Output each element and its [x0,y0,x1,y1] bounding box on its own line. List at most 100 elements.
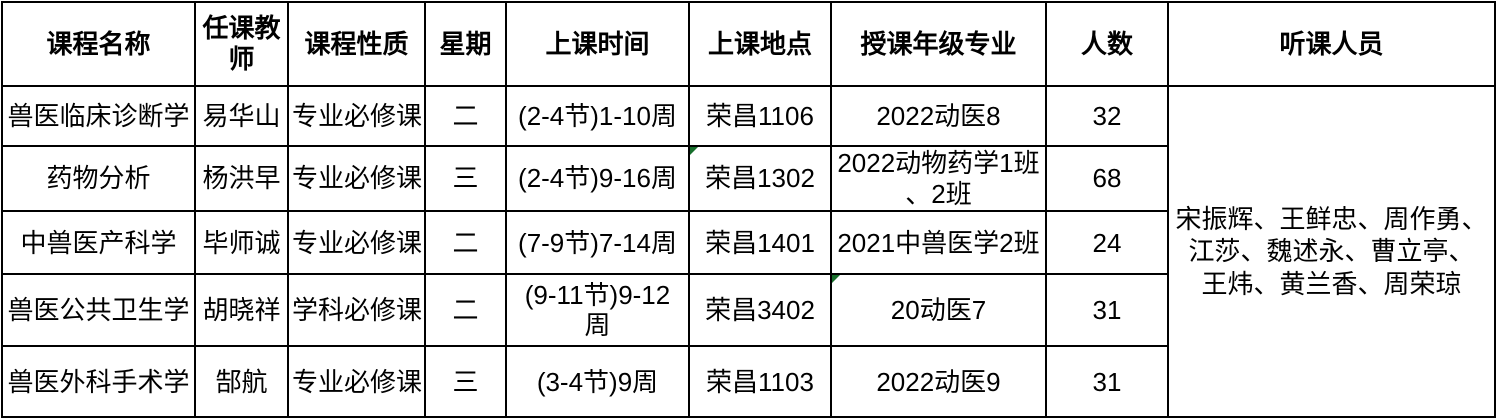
student-count-text: 32 [1092,100,1122,131]
course-name-text: 兽医临床诊断学 [7,100,190,131]
cell-class-location: 荣昌1106 [688,85,832,147]
class-time-text: (9-11节)9-12周 [524,279,671,341]
cell-error-indicator-icon [833,276,840,284]
table-row: 中兽医产科学 毕师诚 专业必修课 二 (7-9节)7-14周 荣昌1401 20… [1,210,1495,276]
course-nature-text: 专业必修课 [292,163,423,194]
student-count-text: 24 [1092,227,1122,258]
table-row: 兽医公共卫生学 胡晓祥 学科必修课 二 (9-11节)9-12周 荣昌3402 … [1,273,1495,348]
weekday-text: 二 [452,295,479,325]
cell-class-time: (9-11节)9-12周 [505,273,690,348]
cell-weekday: 二 [424,273,507,348]
header-student-count: 人数 [1045,1,1169,87]
cell-course-name: 兽医外科手术学 [1,345,196,418]
cell-error-indicator-icon [691,148,698,155]
header-class-location: 上课地点 [688,1,832,87]
course-nature-text: 专业必修课 [292,227,423,258]
course-name-text: 兽医外科手术学 [7,366,190,397]
class-location-text: 荣昌1103 [706,366,814,397]
header-teacher: 任课教师 [194,1,289,87]
weekday-text: 三 [452,366,479,397]
class-location-text: 荣昌1401 [705,227,815,258]
cell-weekday: 三 [424,144,507,213]
class-location-text: 荣昌3402 [705,295,815,325]
cell-teacher: 毕师诚 [194,210,289,276]
cell-course-name: 中兽医产科学 [1,210,196,276]
grade-major-text: 2022动医9 [876,366,1001,397]
grade-major-text: 2022动物药学1班、2班 [837,148,1040,209]
observers-line: 宋振辉、王鲜忠、周作勇、 [1175,203,1488,234]
student-count-text: 31 [1092,366,1122,397]
header-class-time: 上课时间 [505,1,690,87]
course-nature-text: 学科必修课 [292,295,423,325]
cell-grade-major: 2022动医8 [830,85,1047,147]
class-time-text: (7-9节)7-14周 [518,227,677,258]
teacher-text: 郜航 [215,366,268,397]
cell-student-count: 32 [1045,85,1169,147]
grade-major-text: 20动医7 [890,295,987,325]
cell-course-nature: 专业必修课 [287,210,426,276]
cell-student-count: 68 [1045,144,1169,213]
teacher-text: 胡晓祥 [202,295,281,325]
teacher-text: 毕师诚 [202,227,281,258]
weekday-text: 二 [452,227,479,258]
cell-grade-major: 2022动物药学1班、2班 [830,144,1047,213]
table-row: 药物分析 杨洪早 专业必修课 三 (2-4节)9-16周 荣昌1302 2022… [1,144,1495,213]
cell-weekday: 三 [424,345,507,418]
cell-class-location: 荣昌3402 [688,273,832,348]
cell-grade-major: 2022动医9 [830,345,1047,418]
cell-class-time: (2-4节)1-10周 [505,85,690,147]
class-time-text: (2-4节)1-10周 [518,100,677,131]
cell-grade-major: 20动医7 [830,273,1047,348]
course-nature-text: 专业必修课 [292,100,423,131]
course-name-text: 兽医公共卫生学 [7,295,190,325]
course-nature-text: 专业必修课 [292,366,423,397]
cell-course-name: 药物分析 [1,144,196,213]
cell-teacher: 胡晓祥 [194,273,289,348]
header-weekday: 星期 [424,1,507,87]
cell-course-nature: 专业必修课 [287,85,426,147]
table-row: 兽医外科手术学 郜航 专业必修课 三 (3-4节)9周 荣昌1103 2022动… [1,345,1495,418]
header-course-nature: 课程性质 [287,1,426,87]
cell-student-count: 24 [1045,210,1169,276]
weekday-text: 三 [452,163,479,194]
cell-course-nature: 学科必修课 [287,273,426,348]
grade-major-text: 2022动医8 [876,100,1001,131]
cell-class-location: 荣昌1401 [688,210,832,276]
cell-class-location: 荣昌1103 [688,345,832,418]
weekday-text: 二 [452,100,479,131]
cell-course-nature: 专业必修课 [287,345,426,418]
cell-class-time: (7-9节)7-14周 [505,210,690,276]
course-name-text: 中兽医产科学 [20,227,177,258]
class-location-text: 荣昌1106 [706,100,814,131]
header-teacher-label: 任课教师 [202,13,281,74]
cell-course-name: 兽医公共卫生学 [1,273,196,348]
cell-class-time: (2-4节)9-16周 [505,144,690,213]
header-course-name: 课程名称 [1,1,196,87]
cell-course-name: 兽医临床诊断学 [1,85,196,147]
class-time-text: (3-4节)9周 [536,366,659,397]
student-count-text: 68 [1092,163,1122,194]
class-location-text: 荣昌1302 [705,163,815,194]
cell-student-count: 31 [1045,273,1169,348]
cell-weekday: 二 [424,210,507,276]
teacher-text: 易华山 [202,100,281,131]
cell-teacher: 郜航 [194,345,289,418]
cell-student-count: 31 [1045,345,1169,418]
cell-teacher: 杨洪早 [194,144,289,213]
cell-grade-major: 2021中兽医学2班 [830,210,1047,276]
class-time-text: (2-4节)9-16周 [518,163,677,194]
cell-weekday: 二 [424,85,507,147]
grade-major-text: 2021中兽医学2班 [837,227,1040,258]
teacher-text: 杨洪早 [202,163,281,194]
header-grade-major: 授课年级专业 [830,1,1047,87]
header-row: 课程名称 任课教师 课程性质 星期 上课时间 上课地点 授课年级专业 人数 听课… [1,1,1496,87]
table-row: 兽医临床诊断学 易华山 专业必修课 二 (2-4节)1-10周 荣昌1106 2… [1,84,1496,418]
cell-class-time: (3-4节)9周 [505,345,690,418]
observers-line: 江莎、魏述永、曹立亭、 [1188,236,1475,267]
cell-teacher: 易华山 [194,85,289,147]
cell-course-nature: 专业必修课 [287,144,426,213]
course-name-text: 药物分析 [46,163,151,194]
header-observers: 听课人员 [1167,1,1496,87]
